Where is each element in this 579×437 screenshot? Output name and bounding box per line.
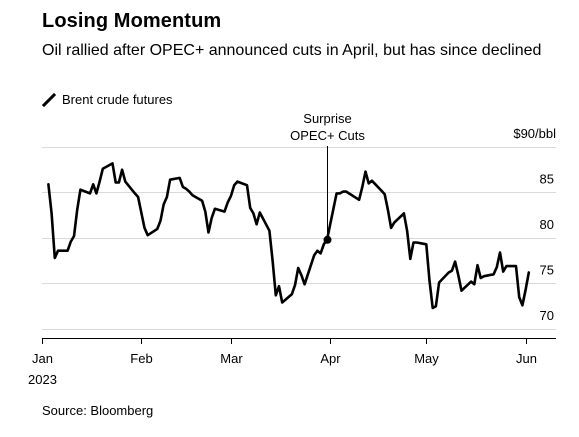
line-chart: 70 75 80 85 $90/bbl Jan Feb Mar Apr May Jun 2023 S…: [28, 111, 556, 387]
legend: Brent crude futures: [42, 92, 173, 107]
chart-subtitle: Oil rallied after OPEC+ announced cuts i…: [42, 42, 542, 59]
series: [47, 162, 531, 310]
chart-title: Losing Momentum: [42, 10, 222, 32]
x-tick-label: Jun: [516, 351, 537, 366]
x-tick-label: Mar: [220, 351, 243, 366]
annotation-label: OPEC+ Cuts: [290, 128, 365, 143]
x-tick-label: May: [414, 351, 439, 366]
source-note: Source: Bloomberg: [42, 403, 154, 418]
y-tick-label: 85: [540, 171, 554, 186]
series-line: [47, 162, 531, 310]
line-icon: [42, 92, 56, 107]
legend-label: Brent crude futures: [62, 92, 173, 107]
y-tick-label: 70: [540, 308, 554, 323]
x-tick-label: Apr: [320, 351, 341, 366]
y-axis-unit-label: $90/bbl: [513, 126, 556, 141]
x-tick-year-label: 2023: [28, 372, 57, 387]
y-tick-label: 75: [540, 262, 554, 277]
annotation-label: Surprise: [303, 111, 351, 126]
x-axis: Jan Feb Mar Apr May Jun 2023: [28, 338, 556, 387]
x-tick-label: Jan: [32, 351, 53, 366]
x-tick-label: Feb: [130, 351, 152, 366]
y-tick-label: 80: [540, 217, 554, 232]
grid: [42, 147, 556, 330]
annotations: Surprise OPEC+ Cuts: [290, 111, 365, 244]
y-axis-ticks: 70 75 80 85 $90/bbl: [513, 126, 556, 323]
